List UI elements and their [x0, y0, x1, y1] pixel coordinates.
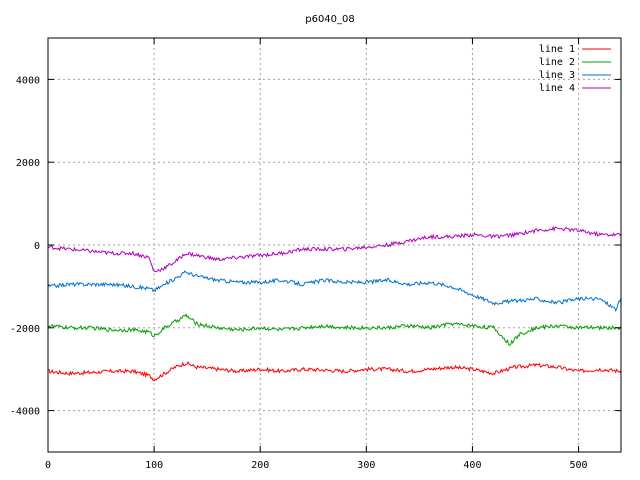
series-layer [47, 225, 622, 382]
grid [48, 38, 621, 452]
legend-label: line 2 [539, 57, 575, 68]
x-tick-label: 0 [45, 460, 51, 471]
x-tick-label: 500 [570, 460, 588, 471]
x-tick-label: 100 [145, 460, 163, 471]
series-line-4 [47, 225, 622, 273]
series-line-3 [47, 270, 622, 313]
series-line-2 [47, 313, 622, 346]
y-tick-label: -4000 [10, 407, 40, 418]
series-line-1 [48, 360, 622, 382]
y-tick-label: 2000 [16, 158, 40, 169]
y-tick-label: -2000 [10, 324, 40, 335]
legend-label: line 4 [539, 83, 575, 94]
y-tick-label: 0 [34, 241, 40, 252]
legend: line 1 line 2 line 3 line 4 [539, 44, 611, 94]
legend-label: line 1 [539, 44, 575, 55]
chart-title: p6040_08 [305, 14, 355, 25]
legend-label: line 3 [539, 70, 575, 81]
x-tick-label: 300 [357, 460, 375, 471]
y-tick-label: 4000 [16, 75, 40, 86]
x-tick-label: 200 [251, 460, 269, 471]
axis-ticks: 0 100 200 300 400 500 -4000 -2000 0 2000 4000 [10, 38, 621, 471]
x-tick-label: 400 [463, 460, 481, 471]
